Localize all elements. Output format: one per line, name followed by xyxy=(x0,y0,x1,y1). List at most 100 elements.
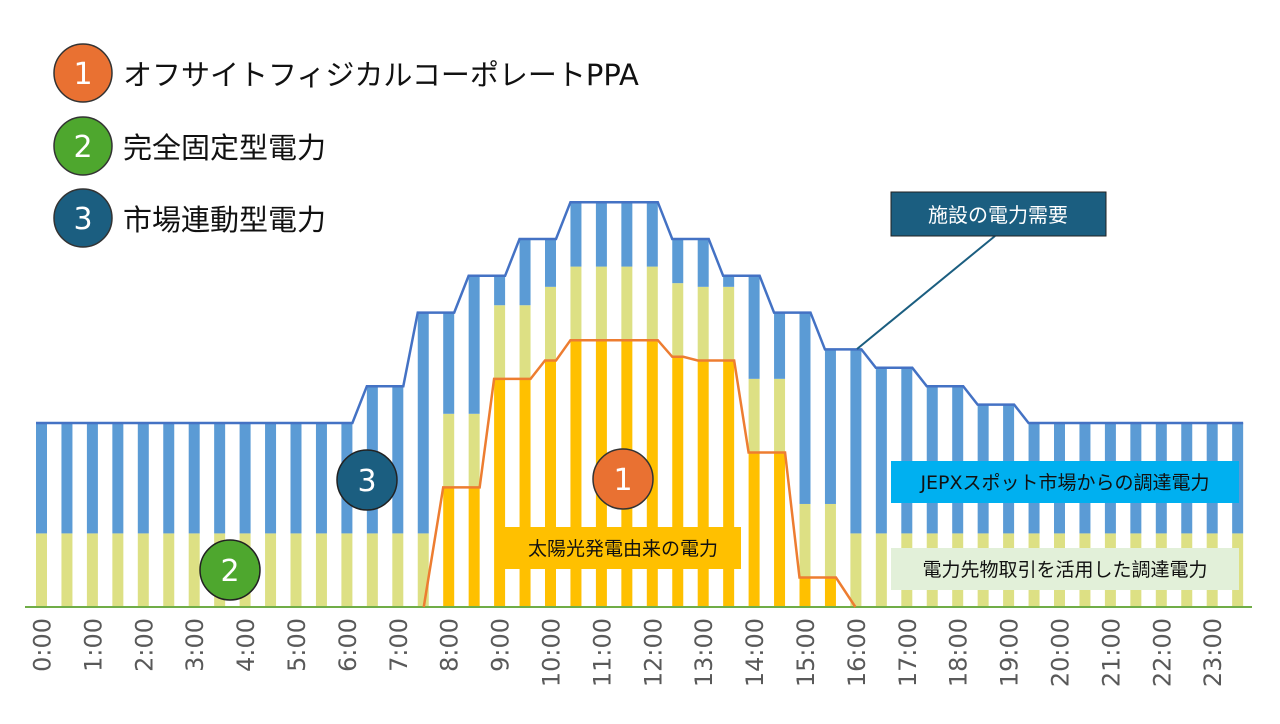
x-tick-label: 13:00 xyxy=(690,618,718,687)
bar-futures-segment xyxy=(545,286,556,361)
legend-item-fixed: 2 完全固定型電力 xyxy=(53,116,326,176)
bar-solar-segment xyxy=(697,360,709,607)
x-axis-tick-labels: 0:00 1:00 2:00 3:00 4:00 5:00 6:00 7:00 8:00 9:00… xyxy=(29,618,1228,687)
bar-0 xyxy=(36,423,47,607)
marker-1-solar xyxy=(592,448,654,510)
bar-futures-segment xyxy=(36,533,47,607)
legend-label: オフサイトフィジカルコーポレートPPA xyxy=(123,58,639,92)
bar-32 xyxy=(850,349,862,607)
bar-1 xyxy=(61,423,73,607)
x-tick-label: 5:00 xyxy=(283,618,311,672)
x-tick-label: 21:00 xyxy=(1097,618,1125,687)
bar-futures-segment xyxy=(595,266,607,341)
legend-item-market: 3 市場連動型電力 xyxy=(53,188,326,248)
bar-spot-segment xyxy=(61,423,73,534)
bar-spot-segment xyxy=(570,202,582,267)
bar-11 xyxy=(315,423,327,607)
bar-spot-segment xyxy=(519,239,531,306)
x-tick-label: 23:00 xyxy=(1199,618,1227,687)
bar-spot-segment xyxy=(494,275,506,306)
bar-futures-segment xyxy=(112,533,124,607)
spot-callout-text: JEPXスポット市場からの調達電力 xyxy=(919,472,1209,494)
bar-21 xyxy=(570,202,582,607)
bar-25 xyxy=(672,239,684,607)
bar-spot-segment xyxy=(774,312,786,379)
legend-marker-3 xyxy=(53,188,113,248)
x-tick-label: 7:00 xyxy=(385,618,413,672)
bar-27 xyxy=(723,275,735,607)
bar-spot-segment xyxy=(595,202,607,267)
bar-solar-segment xyxy=(443,487,455,607)
bar-futures-segment xyxy=(366,533,378,607)
bar-4 xyxy=(137,423,149,607)
bar-29 xyxy=(774,312,786,607)
legend-item-ppa: 1 オフサイトフィジカルコーポレートPPA xyxy=(53,43,639,103)
bar-futures-segment xyxy=(646,266,658,341)
bar-spot-segment xyxy=(697,239,709,287)
x-tick-label: 6:00 xyxy=(334,618,362,672)
solar-line xyxy=(422,338,857,608)
bar-futures-segment xyxy=(519,305,531,379)
bar-spot-segment xyxy=(265,423,277,534)
demand-callout-box xyxy=(890,191,1107,237)
bar-spot-segment xyxy=(926,386,938,534)
solar-callout-box xyxy=(505,527,741,569)
bar-spot-segment xyxy=(723,275,735,287)
bar-futures-segment xyxy=(494,305,506,379)
bar-solar-segment xyxy=(799,577,811,607)
bar-spot-segment xyxy=(672,239,684,284)
bar-5 xyxy=(163,423,175,607)
solar-callout-text: 太陽光発電由来の電力 xyxy=(528,538,718,560)
x-tick-label: 11:00 xyxy=(588,618,616,687)
bar-futures-segment xyxy=(570,266,582,341)
bar-spot-segment xyxy=(417,312,429,534)
bar-30 xyxy=(799,312,811,607)
bar-3 xyxy=(112,423,124,607)
bar-spot-segment xyxy=(875,367,887,534)
bar-19 xyxy=(519,239,531,607)
bar-14 xyxy=(392,386,404,607)
bar-futures-segment xyxy=(621,266,633,341)
bar-28 xyxy=(748,275,760,607)
bar-solar-segment xyxy=(519,378,531,607)
bar-spot-segment xyxy=(163,423,175,534)
legend-number: 3 xyxy=(73,202,92,237)
bar-futures-segment xyxy=(850,533,862,607)
legend: 1 オフサイトフィジカルコーポレートPPA 2 完全固定型電力 3 市場連動型電… xyxy=(53,43,639,248)
demand-callout-text: 施設の電力需要 xyxy=(928,203,1068,227)
bar-futures-segment xyxy=(86,533,98,607)
bar-spot-segment xyxy=(824,349,836,504)
bar-6 xyxy=(188,423,200,607)
bar-futures-segment xyxy=(163,533,175,607)
bar-16 xyxy=(443,312,455,607)
bar-9 xyxy=(265,423,277,607)
x-tick-label: 22:00 xyxy=(1148,618,1176,687)
bar-2 xyxy=(86,423,98,607)
x-tick-label: 10:00 xyxy=(538,618,566,687)
bar-futures-segment xyxy=(417,533,429,607)
bar-spot-segment xyxy=(36,423,47,534)
bar-futures-segment xyxy=(392,533,404,607)
bar-spot-segment xyxy=(112,423,124,534)
bar-17 xyxy=(468,275,480,607)
x-tick-label: 16:00 xyxy=(843,618,871,687)
bar-26 xyxy=(697,239,709,607)
bar-futures-segment xyxy=(774,378,786,453)
bar-futures-segment xyxy=(468,413,480,488)
bar-spot-segment xyxy=(315,423,327,534)
x-tick-label: 18:00 xyxy=(945,618,973,687)
bar-futures-segment xyxy=(697,286,709,361)
x-tick-label: 2:00 xyxy=(130,618,158,672)
bar-futures-segment xyxy=(290,533,302,607)
bar-solar-segment xyxy=(824,577,836,607)
bar-spot-segment xyxy=(86,423,98,534)
legend-number: 1 xyxy=(73,57,92,92)
bar-10 xyxy=(290,423,302,607)
marker-2-number: 2 xyxy=(220,554,239,589)
bar-15 xyxy=(417,312,429,607)
bar-futures-segment xyxy=(265,533,277,607)
x-tick-label: 1:00 xyxy=(79,618,107,672)
marker-1-number: 1 xyxy=(613,463,632,498)
bar-spot-segment xyxy=(850,349,862,534)
